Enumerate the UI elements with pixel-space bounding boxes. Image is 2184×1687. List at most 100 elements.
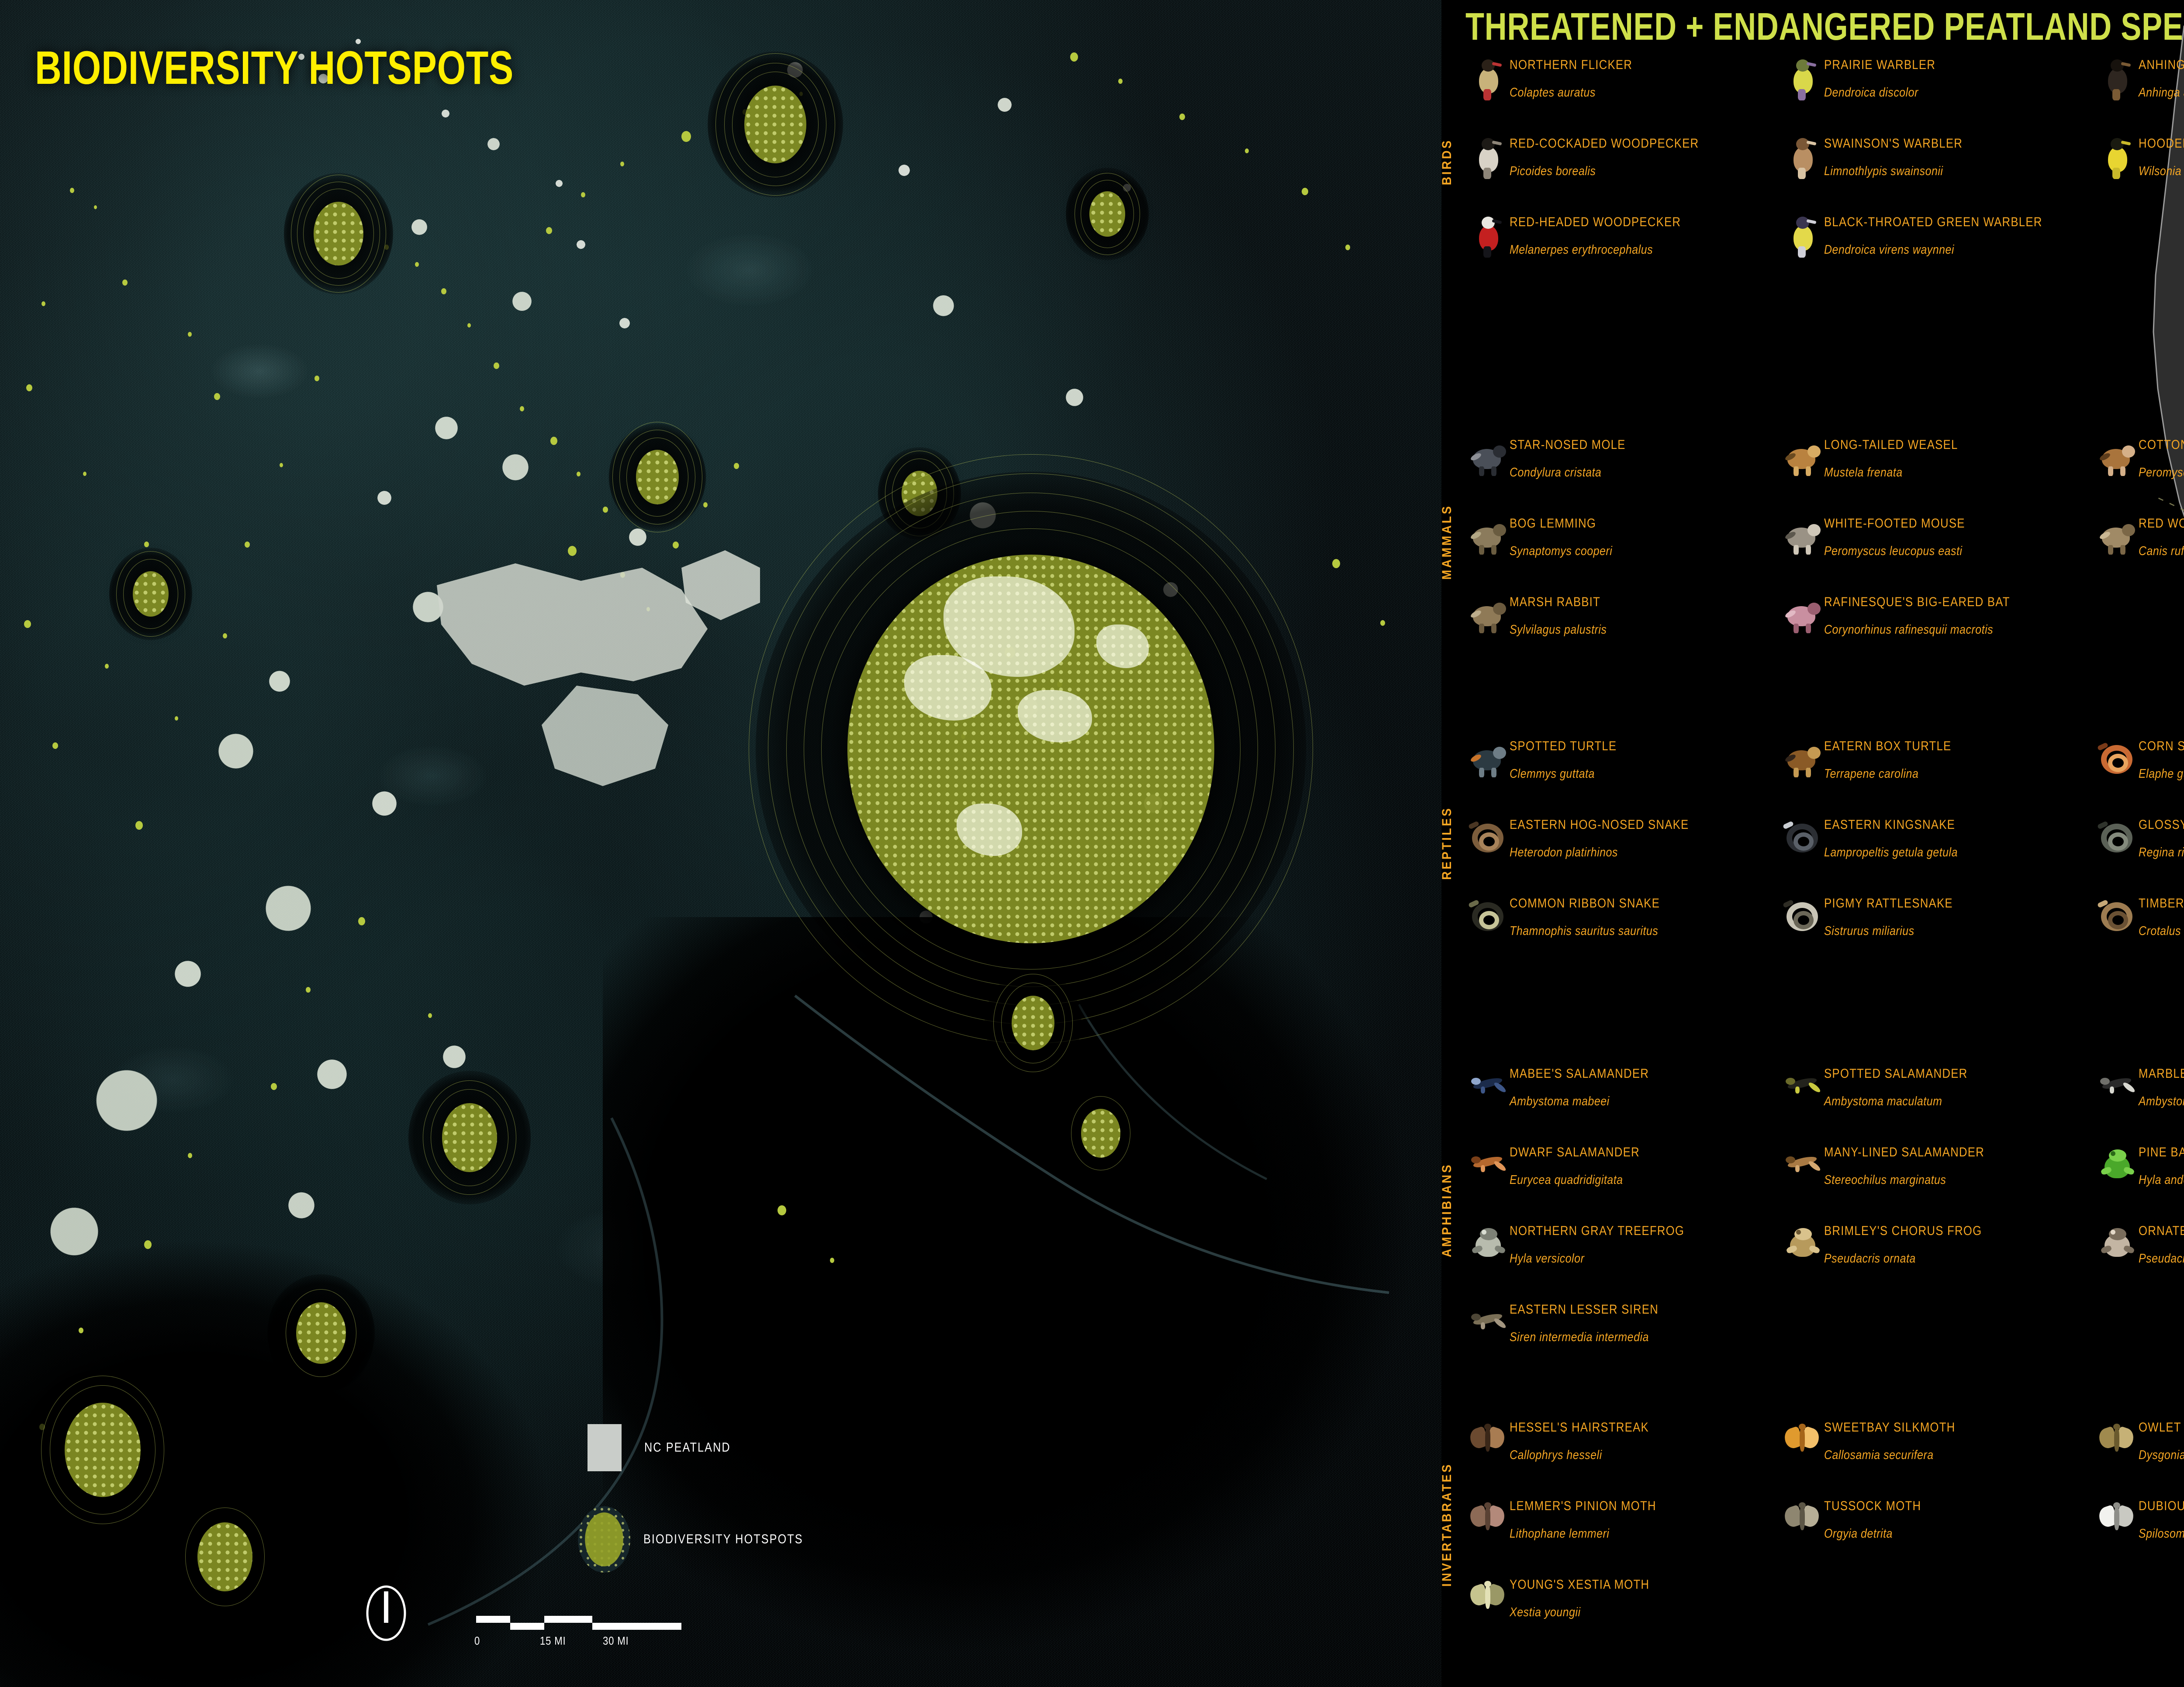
species-scientific-name: Mustela frenata <box>1824 466 2117 479</box>
bird-warbler-hooded-icon <box>2097 132 2137 181</box>
hotspot-marker[interactable] <box>52 1389 153 1511</box>
species-card[interactable]: COTTON MOUSE Peromyscus gossypinus <box>2097 437 2184 486</box>
moth-hairstreak-icon <box>1468 1416 1508 1465</box>
species-scientific-name: Terrapene carolina <box>1824 768 2117 780</box>
species-common-name: ORNATE CHORUS FROG <box>2139 1225 2184 1238</box>
hotspot-marker[interactable] <box>1075 1101 1127 1166</box>
species-card[interactable]: MARBLED SALAMANDER Ambystoma opacum <box>2097 1066 2184 1114</box>
species-scientific-name: Melanerpes erythrocephalus <box>1510 244 1803 256</box>
species-common-name: MANY-LINED SALAMANDER <box>1824 1146 2117 1159</box>
species-common-name: PRAIRIE WARBLER <box>1824 59 2117 72</box>
species-rows: MABEE'S SALAMANDER Ambystoma mabeei SPOT… <box>1468 1066 2184 1355</box>
snake-king-icon <box>1782 813 1822 862</box>
sal-manylined-icon <box>1782 1141 1822 1190</box>
north-arrow-icon <box>366 1585 406 1641</box>
species-common-name: LONG-TAILED WEASEL <box>1824 438 2117 452</box>
species-row: RED-HEADED WOODPECKER Melanerpes erythro… <box>1468 214 2184 267</box>
group-label-invertabrates: INVERTABRATES <box>1440 1430 1466 1619</box>
species-row: YOUNG'S XESTIA MOTH Xestia youngii <box>1468 1577 2184 1630</box>
map-legend: NC PEATLAND BIODIVERSITY HOTSPOTS <box>587 1424 833 1563</box>
species-scientific-name: Peromyscus leucopus easti <box>1824 545 2117 558</box>
species-card[interactable]: OWLET MOTH Dysgonia similis <box>2097 1419 2184 1468</box>
species-card[interactable]: DUBIOUS TIGER MOTH Spilosoma dubia <box>2097 1498 2184 1547</box>
species-row: SPOTTED TURTLE Clemmys guttata EATERN BO… <box>1468 738 2184 791</box>
species-row: NORTHERN GRAY TREEFROG Hyla versicolor B… <box>1468 1223 2184 1276</box>
species-row: EASTERN LESSER SIREN Siren intermedia in… <box>1468 1301 2184 1355</box>
species-card[interactable]: GLOSSY CRAYFISH SNAKE Regina rigida <box>2097 817 2184 866</box>
species-scientific-name: Wilsonia citrina <box>2139 165 2184 178</box>
species-card[interactable]: ANHINGA Anhinga anhinga <box>2097 57 2184 106</box>
snake-pigmy-icon <box>1782 892 1822 941</box>
species-scientific-name: Peromyscus gossypinus <box>2139 466 2184 479</box>
species-scientific-name: Dendroica discolor <box>1824 86 2117 99</box>
species-common-name: SPOTTED SALAMANDER <box>1824 1067 2117 1080</box>
species-common-name: YOUNG'S XESTIA MOTH <box>1510 1578 1803 1591</box>
species-scientific-name: Orgyia detrita <box>1824 1528 2117 1540</box>
species-common-name: CORN SNAKE <box>2139 740 2184 753</box>
species-scientific-name: Elaphe guttata <box>2139 768 2184 780</box>
species-scientific-name: Canis rufus <box>2139 545 2184 558</box>
species-common-name: RED WOLF <box>2139 517 2184 530</box>
species-row: BOG LEMMING Synaptomys cooperi WHITE-FOO… <box>1468 515 2184 569</box>
species-common-name: RED-HEADED WOODPECKER <box>1510 216 1803 229</box>
species-card[interactable]: TIMBER RATTLESNAKE Crotalus horridus <box>2097 895 2184 944</box>
species-card[interactable]: PINE BARRENS TREEFROG Hyla andersonii <box>2097 1144 2184 1193</box>
species-card[interactable]: HOODED WARBLER Wilsonia citrina <box>2097 135 2184 184</box>
mammal-mouse-brown-icon <box>2097 433 2137 482</box>
hotspot-marker[interactable] <box>432 1092 507 1183</box>
moth-xestia-icon <box>1468 1573 1508 1622</box>
species-common-name: EATERN BOX TURTLE <box>1824 740 2117 753</box>
species-scientific-name: Clemmys guttata <box>1510 768 1803 780</box>
species-row: RED-COCKADED WOODPECKER Picoides boreali… <box>1468 135 2184 189</box>
peatland-swatch-icon <box>587 1424 622 1471</box>
reptile-turtle-box-icon <box>1782 735 1822 783</box>
hotspot-marker[interactable] <box>288 1293 354 1373</box>
map-scalebar: 0 15 MI 30 MI <box>476 1616 695 1652</box>
frog-brimley-icon <box>1782 1219 1822 1268</box>
moth-pinion-icon <box>1468 1494 1508 1543</box>
species-common-name: RAFINESQUE'S BIG-EARED BAT <box>1824 596 2117 609</box>
species-card[interactable]: EASTERN LESSER SIREN Siren intermedia in… <box>1468 1301 1852 1350</box>
species-common-name: COTTON MOUSE <box>2139 438 2184 452</box>
species-card[interactable]: CORN SNAKE Elaphe guttata <box>2097 738 2184 787</box>
species-scientific-name: Dendroica virens waynnei <box>1824 244 2117 256</box>
snake-timber-icon <box>2097 892 2137 941</box>
snake-hognose-icon <box>1468 813 1508 862</box>
species-scientific-name: Heterodon platirhinos <box>1510 846 1803 859</box>
bird-woodpecker-red-icon <box>1468 210 1508 259</box>
reptile-turtle-spotted-icon <box>1468 735 1508 783</box>
species-card[interactable]: RED WOLF Canis rufus <box>2097 515 2184 564</box>
species-scientific-name: Sistrurus miliarius <box>1824 925 2117 938</box>
species-card[interactable]: YOUNG'S XESTIA MOTH Xestia youngii <box>1468 1577 1852 1625</box>
scalebar-tick-15: 15 MI <box>540 1634 566 1648</box>
species-row: LEMMER'S PINION MOTH Lithophane lemmeri … <box>1468 1498 2184 1551</box>
mammal-wolf-icon <box>2097 512 2137 561</box>
frog-green-icon <box>2097 1141 2137 1190</box>
sal-spotted-icon <box>1782 1062 1822 1111</box>
species-card[interactable]: BLACK-THROATED GREEN WARBLER Dendroica v… <box>1782 214 2167 263</box>
species-scientific-name: Colaptes auratus <box>1510 86 1803 99</box>
species-scientific-name: Ambystoma maculatum <box>1824 1095 2117 1108</box>
species-common-name: SWEETBAY SILKMOTH <box>1824 1421 2117 1434</box>
species-rows: HESSEL'S HAIRSTREAK Callophrys hesseli S… <box>1468 1419 2184 1630</box>
hotspot-marker[interactable] <box>1005 987 1061 1059</box>
species-scientific-name: Sylvilagus palustris <box>1510 624 1803 636</box>
species-common-name: TUSSOCK MOTH <box>1824 1500 2117 1513</box>
group-label-birds: BIRDS <box>1440 67 1466 257</box>
species-scientific-name: Spilosoma dubia <box>2139 1528 2184 1540</box>
bird-woodpecker-bw-icon <box>1468 132 1508 181</box>
species-scientific-name: Condylura cristata <box>1510 466 1803 479</box>
species-common-name: SWAINSON'S WARBLER <box>1824 137 2117 150</box>
species-common-name: OWLET MOTH <box>2139 1421 2184 1434</box>
species-common-name: NORTHERN GRAY TREEFROG <box>1510 1225 1803 1238</box>
species-row: DWARF SALAMANDER Eurycea quadridigitata … <box>1468 1144 2184 1197</box>
group-label-reptiles: REPTILES <box>1440 749 1466 938</box>
nc-peatland-satellite-map[interactable]: BIODIVERSITY HOTSPOTS NC PEATLAND BIODIV… <box>0 0 1441 1687</box>
species-scientific-name: Callophrys hesseli <box>1510 1449 1803 1462</box>
species-card[interactable]: RAFINESQUE'S BIG-EARED BAT Corynorhinus … <box>1782 594 2167 643</box>
species-rows: SPOTTED TURTLE Clemmys guttata EATERN BO… <box>1468 738 2184 949</box>
hotspot-marker[interactable] <box>188 1511 262 1603</box>
species-card[interactable]: ORNATE CHORUS FROG Pseudacris ornata <box>2097 1223 2184 1272</box>
hotspot-marker[interactable] <box>127 563 175 624</box>
mammal-rabbit-icon <box>1468 590 1508 639</box>
